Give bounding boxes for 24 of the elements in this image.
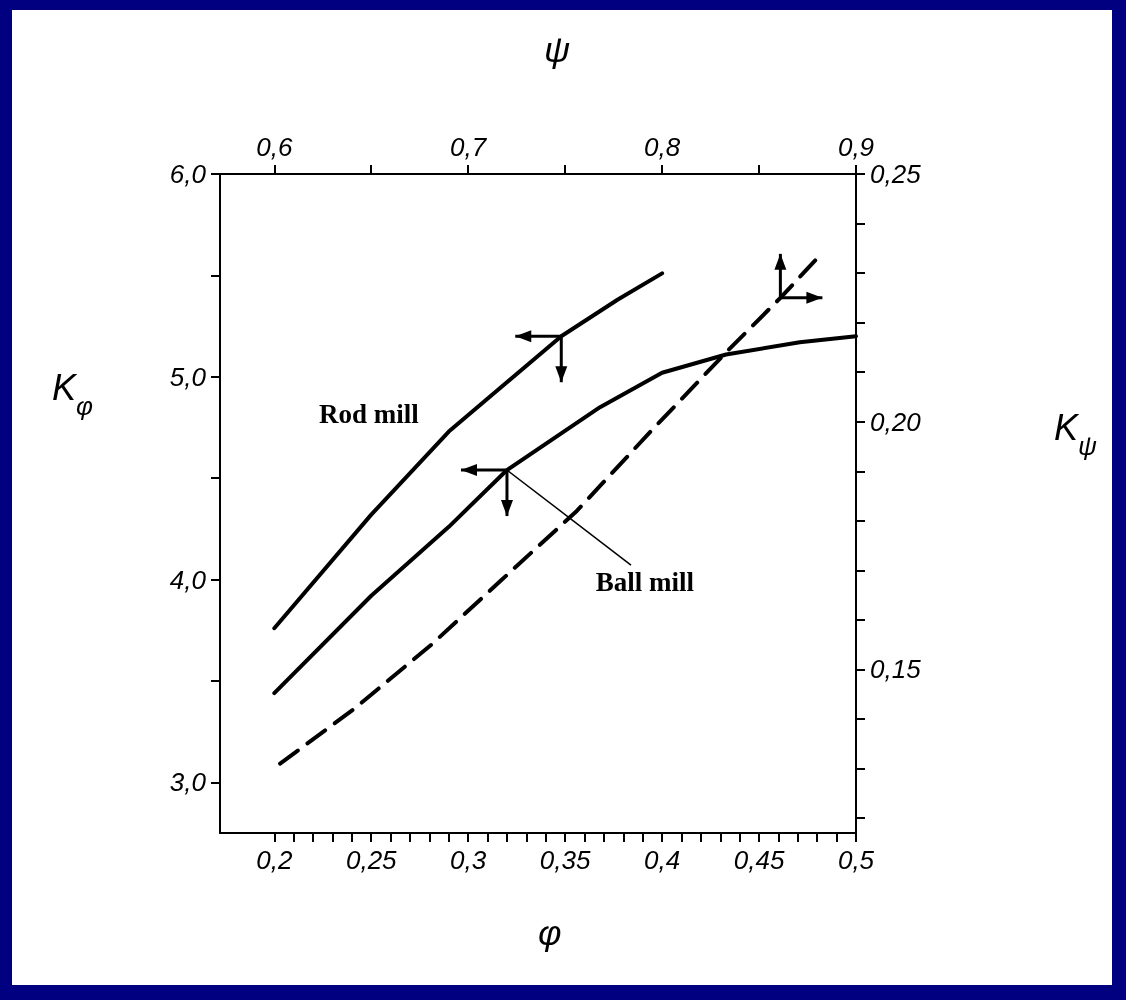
y-tick-label: 0,15 [870,654,922,685]
y-axis-title: K$_{φ}$ [52,367,94,421]
x-tick-label: 0,45 [733,845,785,875]
y-tick-label: 6,0 [169,159,207,189]
y-tick-label: 4,0 [169,564,207,595]
y-tick-label: 5,0 [169,361,207,392]
series-label: Rod mill [318,398,420,429]
x-axis-title: φ [538,912,562,953]
x-tick-label: 0,25 [345,845,398,875]
x-axis-title: ψ [544,29,571,70]
y-tick-label: 0,25 [870,159,922,189]
x-tick-label: 0,6 [256,132,293,162]
y-tick-label: 3,0 [169,767,207,798]
x-tick-label: 0,4 [644,845,681,875]
x-tick-label: 0,3 [450,845,487,875]
x-tick-label: 0,5 [837,845,875,875]
x-tick-label: 0,9 [837,132,875,162]
y-axis-title: K$_{ψ}$ [1054,407,1098,461]
x-tick-label: 0,35 [539,845,591,875]
x-tick-label: 0,2 [256,845,293,875]
annotation: Ball mill [595,567,695,598]
x-tick-label: 0,7 [450,132,488,162]
x-tick-label: 0,8 [644,132,681,162]
y-tick-label: 0,20 [870,406,922,437]
